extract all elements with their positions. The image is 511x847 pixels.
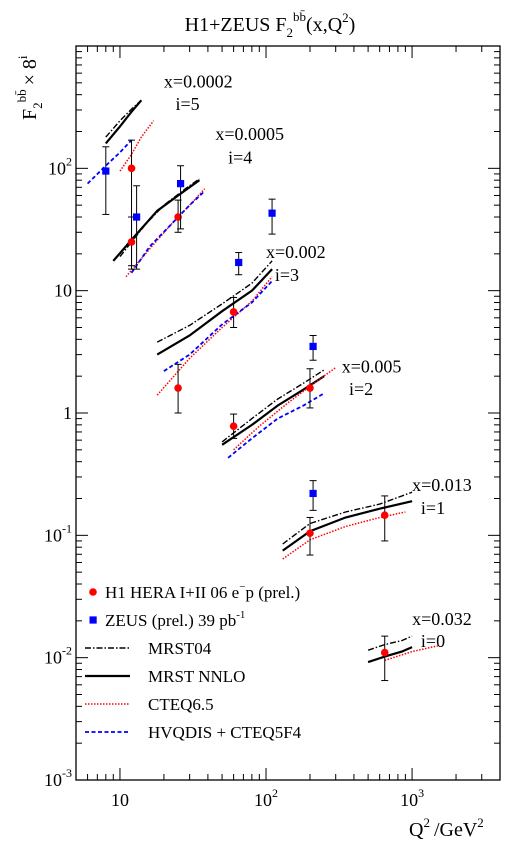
- zeus-data-point: [309, 342, 317, 351]
- curve-dotted-3: [233, 366, 337, 451]
- curve-dashdot-5: [367, 635, 413, 651]
- bin-x-label: x=0.0002: [164, 71, 233, 91]
- curve-solid-1: [112, 179, 201, 262]
- bin-x-label: x=0.032: [412, 609, 472, 629]
- curve-dashdot-4: [282, 491, 413, 545]
- h1-data-point: [174, 213, 182, 221]
- curve-dotted-5: [384, 645, 438, 662]
- curve-solid-4: [282, 500, 413, 552]
- curve-dashed-0: [86, 139, 133, 185]
- bin-i-label: i=2: [349, 379, 373, 399]
- bin-x-label: x=0.002: [266, 242, 326, 262]
- h1-data-point: [306, 384, 314, 392]
- h1-data-point: [229, 422, 238, 431]
- h1-data-point: [127, 238, 136, 246]
- h1-data-point: [380, 648, 389, 657]
- x-tick-label: 102: [254, 786, 278, 810]
- curve-dashdot-2: [156, 260, 273, 343]
- h1-data-point: [229, 308, 238, 316]
- h1-data-point: [306, 529, 314, 538]
- y-axis-label: F2bb̄× 8i: [14, 55, 45, 120]
- h1-data-point: [174, 384, 182, 392]
- y-tick-label: 102: [48, 154, 72, 178]
- legend-marker-circle: [89, 588, 97, 596]
- curve-solid-0: [104, 99, 143, 145]
- legend-label: ZEUS (prel.) 39 pb-1: [105, 609, 245, 630]
- zeus-data-point: [268, 209, 276, 217]
- bin-x-label: x=0.013: [412, 475, 472, 495]
- x-tick-label: 10: [111, 790, 129, 810]
- y-tick-label: 10-3: [44, 766, 72, 790]
- bin-i-label: i=0: [421, 631, 445, 651]
- legend-label: MRST NNLO: [148, 667, 245, 686]
- zeus-data-point: [133, 213, 141, 221]
- bin-i-label: i=3: [275, 265, 299, 285]
- bin-x-label: x=0.0005: [215, 124, 284, 144]
- legend-label: H1 HERA I+II 06 e−p (prel.): [105, 581, 300, 602]
- legend-label: MRST04: [148, 639, 212, 658]
- h1-data-point: [127, 164, 136, 173]
- curve-solid-5: [367, 646, 413, 664]
- curve-dotted-2: [156, 276, 273, 396]
- chart-title: H1+ZEUS F2bb̄(x,Q2): [185, 9, 356, 40]
- bin-i-label: i=4: [228, 147, 252, 167]
- bin-i-label: i=5: [175, 94, 199, 114]
- x-axis-label: Q2/GeV2: [409, 815, 484, 841]
- zeus-data-point: [176, 180, 185, 188]
- x-tick-label: 103: [400, 786, 424, 810]
- zeus-data-point: [102, 167, 110, 175]
- curve-dotted-0: [119, 120, 155, 172]
- bin-i-label: i=1: [421, 498, 445, 518]
- legend-label: CTEQ6.5: [148, 695, 214, 714]
- y-tick-label: 1: [63, 403, 72, 423]
- curve-solid-2: [156, 268, 273, 356]
- legend-label: HVQDIS + CTEQ5F4: [148, 723, 302, 742]
- bin-x-label: x=0.005: [342, 356, 402, 376]
- curve-dashed-2: [163, 280, 273, 372]
- zeus-data-point: [309, 489, 317, 498]
- curve-dashed-1: [130, 190, 206, 274]
- y-tick-label: 10-2: [44, 644, 72, 668]
- y-tick-label: 10-1: [44, 521, 72, 545]
- y-tick-label: 10: [54, 281, 72, 301]
- legend-marker-square: [89, 616, 97, 624]
- zeus-data-point: [235, 258, 243, 267]
- h1-data-point: [380, 511, 389, 520]
